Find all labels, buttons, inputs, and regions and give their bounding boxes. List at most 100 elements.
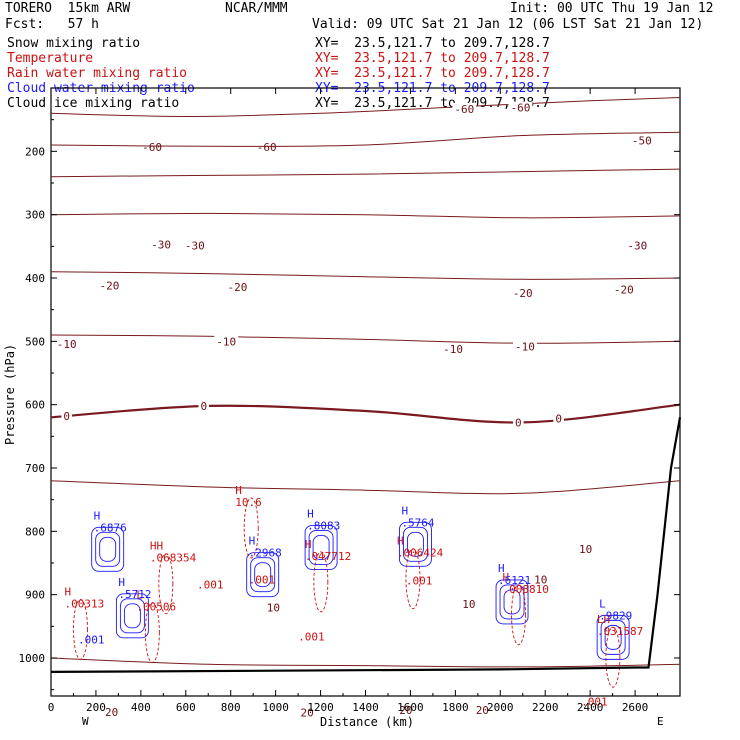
x-axis-title: Distance (km) xyxy=(320,715,414,729)
field-xy-rain: XY= 23.5,121.7 to 209.7,128.7 xyxy=(315,66,550,81)
rain_annotations-value-3: .00506 xyxy=(136,601,176,614)
x-tick-label-12: 2400 xyxy=(577,701,604,714)
x-tick-label-13: 2600 xyxy=(622,701,649,714)
field-xy-snow: XY= 23.5,121.7 to 209.7,128.7 xyxy=(315,36,550,51)
contour-label-bg xyxy=(532,573,550,587)
cloud_annotations-value-4: .5764 xyxy=(401,516,434,529)
field-name-temperature: Temperature xyxy=(7,51,94,66)
contour-label-7-1: 10 xyxy=(534,573,547,586)
cloud-contour-0-2 xyxy=(99,536,117,562)
contour-label-3-1: -30 xyxy=(185,240,205,253)
contour-label-bg xyxy=(225,280,250,294)
contour-label-bg xyxy=(298,706,316,720)
rain_annotations-value-9: .001 xyxy=(249,573,276,586)
cloud_annotations-marker-2: H xyxy=(249,535,256,548)
contour-label-bg xyxy=(513,340,537,354)
contour-label-bg xyxy=(577,543,595,557)
contour-line-0 xyxy=(50,403,681,424)
cloud-contour-5-1 xyxy=(499,584,525,620)
cloud-contour-3-1 xyxy=(308,529,334,565)
terrain-line xyxy=(50,417,682,674)
contour-label-3-0: -30 xyxy=(151,238,171,251)
cloud_annotations-value-7: .001 xyxy=(78,633,105,646)
x-tick-label-8: 1600 xyxy=(397,701,424,714)
x-tick-label-11: 2200 xyxy=(532,701,559,714)
contour-label-bg xyxy=(611,283,636,297)
cloud-contour-6-0 xyxy=(596,614,630,660)
cloud_annotations-marker-3: H xyxy=(307,507,314,520)
x-tick-label-3: 600 xyxy=(176,701,196,714)
x-tick-label-10: 2000 xyxy=(487,701,514,714)
contour-line-m10 xyxy=(50,334,681,344)
contour-label-bg xyxy=(510,287,535,301)
cloud-contour-0-0 xyxy=(91,526,125,572)
contour-label-6-0: 0 xyxy=(63,410,70,423)
contour-label-7-0: 10 xyxy=(579,543,592,556)
y-tick-label-0: 200 xyxy=(25,145,45,158)
cloud_annotations-value-0: .6876 xyxy=(94,521,127,534)
cloud_annotations-value-1: .5712 xyxy=(118,588,151,601)
rain_annotations-marker-7: LH xyxy=(597,613,610,626)
cloud-contour-2-1 xyxy=(250,557,276,593)
contour-line-m20 xyxy=(50,271,681,280)
cloud-contour-4-0 xyxy=(398,521,432,567)
header-org: NCAR/MMM xyxy=(225,1,288,16)
x-tick-label-1: 200 xyxy=(86,701,106,714)
rain-contour-4 xyxy=(313,551,329,613)
rain_annotations-value-7: .031587 xyxy=(597,625,643,638)
contour-line-m50 xyxy=(50,131,681,147)
header-init: Init: 00 UTC Thu 19 Jan 12 xyxy=(510,1,714,16)
rain-contour-7 xyxy=(605,626,621,688)
rain_annotations-value-6: .008810 xyxy=(503,583,549,596)
rain_annotations-marker-0: H xyxy=(235,484,242,497)
contour-label-5-0: -10 xyxy=(57,338,77,351)
y-tick-label-1: 300 xyxy=(25,209,45,222)
x-axis: 0 200 400 600 800 1000 1200 1400 1600 1800 2000 220… xyxy=(48,88,659,714)
contour-label-7-3: 10 xyxy=(267,601,280,614)
cloud-contour-0-1 xyxy=(95,531,121,567)
rain_annotations-value-12: .001 xyxy=(581,696,608,709)
cloud_annotations-value-2: .2968 xyxy=(249,547,282,560)
contour-label-bg xyxy=(452,102,477,116)
contour-label-4-3: -20 xyxy=(614,283,634,296)
cloud-contour-3-2 xyxy=(312,534,330,560)
contour-label-bg xyxy=(140,140,165,154)
rain_annotations-value-10: .001 xyxy=(298,630,325,643)
rain_annotations-marker-3: L xyxy=(136,589,143,602)
rain-contours xyxy=(73,497,621,688)
cloud-contour-3-0 xyxy=(304,524,338,570)
y-tick-label-5: 700 xyxy=(25,462,45,475)
contour-label-bg xyxy=(397,703,415,717)
x-tick-label-7: 1400 xyxy=(352,701,379,714)
cloud-contour-6-1 xyxy=(600,619,626,655)
cloud-contour-5-0 xyxy=(495,579,529,625)
cloud-contour-1-1 xyxy=(119,598,145,634)
rain_annotations-value-5: .006424 xyxy=(397,547,444,560)
rain_annotations-marker-5: H xyxy=(397,535,404,548)
contour-label-bg xyxy=(264,601,283,615)
y-tick-label-3: 500 xyxy=(25,335,45,348)
contour-label-bg xyxy=(103,705,121,719)
endpoint-right-label: E xyxy=(657,715,664,728)
y-axis-title: Pressure (hPa) xyxy=(3,344,17,445)
header-fcst: Fcst: 57 h xyxy=(5,17,99,32)
cloud-contour-6-2 xyxy=(604,624,622,650)
cloud-contour-5-2 xyxy=(503,589,521,615)
cloud-contour-1-0 xyxy=(115,593,149,639)
field-name-cloud-ice: Cloud ice mixing ratio xyxy=(7,96,180,111)
annotations: H10.6H.00313HH.068354L.00506H.047712H.00… xyxy=(64,484,643,709)
endpoint-left-label: W xyxy=(82,715,89,728)
contour-label-6-1: 0 xyxy=(200,400,207,413)
contour-label-8-1: 20 xyxy=(300,706,313,719)
x-tick-label-9: 1800 xyxy=(442,701,469,714)
contour-label-4-2: -20 xyxy=(513,287,533,300)
contour-label-bg xyxy=(441,342,466,356)
contour-line-m40 xyxy=(50,168,681,178)
contour-label-4-1: -20 xyxy=(228,281,248,294)
rain_annotations-value-11: .001 xyxy=(406,575,433,588)
temperature-contours: -60 -60 -60 -60 -50 -30 -30 -30 -20 -20 -20 -20 -10 -… xyxy=(50,97,681,720)
cloud_annotations-value-5: .6121 xyxy=(498,574,531,587)
contour-label-5-3: -10 xyxy=(515,340,535,353)
contour-label-0-2: -60 xyxy=(454,103,474,116)
